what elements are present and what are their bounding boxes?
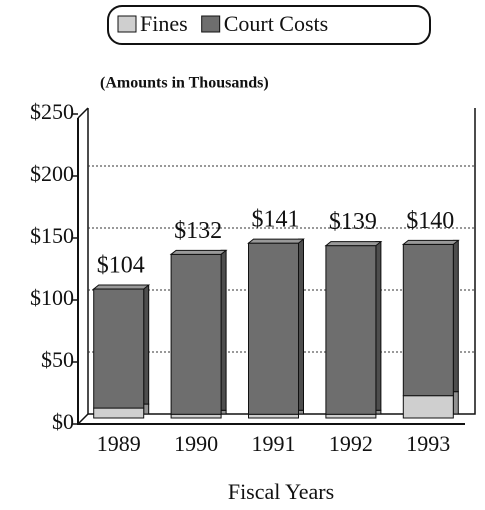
bar bbox=[402, 395, 454, 419]
legend-swatch bbox=[117, 15, 137, 33]
bar bbox=[325, 245, 377, 415]
bar bbox=[402, 243, 454, 397]
bar-side bbox=[375, 241, 382, 411]
bar-side bbox=[375, 409, 382, 415]
bar-side bbox=[220, 249, 227, 411]
x-axis-label: Fiscal Years bbox=[228, 479, 334, 504]
bar-top bbox=[324, 241, 383, 247]
y-tick-label: $0 bbox=[52, 409, 74, 434]
bar-side bbox=[143, 284, 150, 405]
y-tick-label: $150 bbox=[30, 223, 74, 248]
total-label: $104 bbox=[97, 253, 145, 279]
bar-top bbox=[92, 284, 151, 290]
bar bbox=[170, 253, 222, 415]
legend-label: Fines bbox=[140, 11, 188, 36]
bar-side bbox=[298, 409, 304, 415]
x-tick-label: 1991 bbox=[252, 431, 296, 456]
x-tick-label: 1993 bbox=[406, 431, 450, 456]
bar-side bbox=[298, 238, 304, 411]
y-tick-label: $50 bbox=[41, 347, 74, 372]
x-tick-label: 1990 bbox=[174, 431, 218, 456]
total-label: $141 bbox=[252, 207, 300, 233]
legend-swatch bbox=[201, 15, 221, 33]
bar bbox=[93, 407, 145, 419]
bar bbox=[248, 242, 299, 415]
x-tick-label: 1992 bbox=[329, 431, 373, 456]
bar bbox=[93, 288, 145, 409]
bar bbox=[248, 413, 299, 419]
bar bbox=[325, 413, 377, 419]
y-tick-label: $100 bbox=[30, 285, 74, 310]
total-label: $132 bbox=[174, 218, 222, 244]
bar-side bbox=[143, 403, 150, 415]
floor-edge bbox=[77, 413, 89, 425]
bar-side bbox=[452, 239, 459, 393]
bar-side bbox=[452, 391, 459, 415]
bar-top bbox=[169, 249, 228, 255]
annotation: (Amounts in Thousands) bbox=[100, 75, 269, 92]
total-label: $139 bbox=[329, 209, 377, 235]
x-tick-label: 1989 bbox=[97, 431, 141, 456]
legend-box bbox=[107, 5, 431, 45]
bar-top bbox=[401, 239, 460, 245]
bar bbox=[170, 413, 222, 419]
y-tick-label: $200 bbox=[30, 161, 74, 186]
y-tick-label: $250 bbox=[30, 99, 74, 124]
top-edge bbox=[77, 107, 89, 119]
total-label: $140 bbox=[406, 208, 454, 234]
legend-label: Court Costs bbox=[224, 11, 329, 36]
bar-top bbox=[247, 238, 305, 244]
bar-side bbox=[220, 409, 227, 415]
